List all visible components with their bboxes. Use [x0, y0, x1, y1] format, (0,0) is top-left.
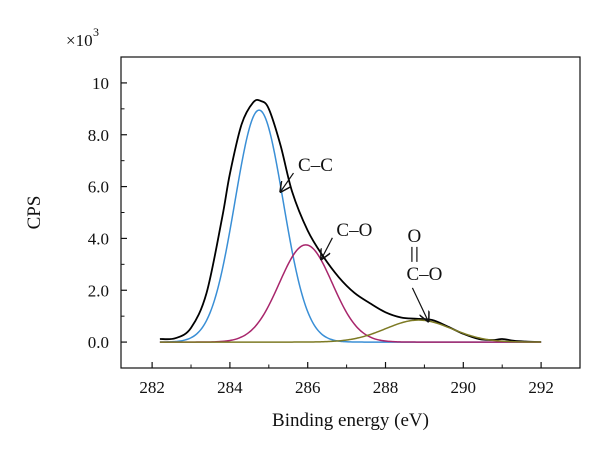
y-tick-label: 4.0 [88, 229, 109, 248]
y-tick-label: 8.0 [88, 126, 109, 145]
y-tick-label: 2.0 [88, 281, 109, 300]
x-tick-label: 292 [528, 378, 554, 397]
y-multiplier-exponent: 3 [93, 25, 99, 39]
annotations: C–C C–O C–O O [280, 155, 442, 321]
x-tick-label: 282 [139, 378, 165, 397]
series-line-2 [159, 244, 542, 343]
annotation-arrow [280, 172, 294, 192]
plot-frame [120, 56, 581, 369]
y-axis: 0.0 2.0 4.0 6.0 8.0 10 [88, 74, 127, 352]
curves [159, 98, 542, 343]
y-tick-label: 0.0 [88, 333, 109, 352]
y-tick-label: 6.0 [88, 178, 109, 197]
x-axis: 282 284 286 288 290 292 [139, 362, 554, 397]
x-tick-label: 284 [217, 378, 243, 397]
annotation-label: C–O [336, 220, 372, 241]
annotation-label: C–O [406, 264, 442, 285]
annotation-arrow [321, 237, 333, 259]
annotation-label: C–C [298, 155, 333, 176]
y-multiplier-label: ×10 3 [66, 25, 99, 50]
y-multiplier-base: ×10 [66, 31, 93, 50]
y-axis-title: CPS [24, 196, 45, 230]
x-axis-title: Binding energy (eV) [272, 410, 429, 431]
x-tick-label: 286 [295, 378, 321, 397]
x-tick-label: 288 [373, 378, 399, 397]
series-line-3 [159, 319, 542, 343]
y-tick-label: 10 [92, 74, 109, 93]
annotation-arrow [411, 287, 428, 321]
x-tick-label: 290 [451, 378, 477, 397]
annotation-oxygen: O [408, 226, 422, 247]
